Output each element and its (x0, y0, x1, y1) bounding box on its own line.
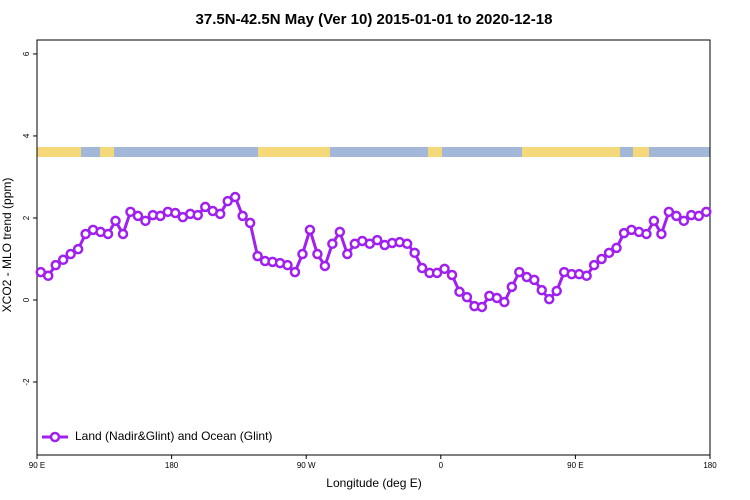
point (229, 191, 241, 203)
point (446, 269, 458, 281)
point (342, 248, 353, 260)
point (514, 266, 525, 278)
point (57, 254, 69, 266)
point (701, 206, 712, 218)
point (117, 228, 129, 240)
point (319, 260, 331, 272)
point (439, 263, 450, 275)
point (663, 206, 675, 218)
chart-title: 37.5N-42.5N May (Ver 10) 2015-01-01 to 2… (196, 11, 553, 28)
x-tick-label: 90 E (567, 461, 583, 470)
point (42, 270, 54, 282)
land (633, 147, 649, 157)
x-tick-label: 90 E (29, 461, 45, 470)
point (431, 267, 443, 279)
point (192, 209, 204, 221)
y-tick-label: 2 (22, 215, 31, 220)
x-axis-label: Longitude (deg E) (326, 476, 421, 490)
point (244, 217, 256, 229)
point (327, 238, 338, 250)
point (409, 247, 420, 259)
point (155, 210, 166, 222)
point (476, 301, 488, 313)
point (214, 208, 226, 220)
point (543, 293, 555, 305)
point (50, 259, 61, 271)
point (551, 285, 562, 297)
land (428, 147, 442, 157)
point (529, 274, 540, 286)
point (72, 243, 84, 255)
point (454, 286, 465, 298)
point (125, 206, 136, 218)
y-tick-label: 4 (22, 133, 31, 138)
point (596, 253, 607, 265)
land (37, 147, 81, 157)
y-axis-label: XCO2 - MLO trend (ppm) (0, 178, 14, 313)
point (536, 284, 547, 296)
point (222, 195, 233, 207)
land (258, 147, 330, 157)
point (334, 226, 346, 238)
point (132, 210, 144, 222)
point (200, 201, 211, 213)
point (110, 215, 121, 227)
land-ocean-strip (37, 147, 710, 157)
point (401, 238, 413, 250)
point (282, 259, 293, 271)
point (491, 292, 503, 304)
y-tick-label: -2 (22, 378, 31, 386)
point (371, 234, 383, 246)
point (304, 224, 316, 236)
point (671, 210, 682, 222)
point (648, 215, 660, 227)
point (237, 210, 248, 222)
point (641, 228, 652, 240)
point (499, 296, 510, 308)
point (65, 248, 76, 260)
point (170, 207, 181, 219)
x-tick-label: 0 (439, 461, 444, 470)
point (611, 242, 622, 254)
point (603, 247, 615, 259)
point (252, 250, 263, 262)
point (461, 291, 473, 303)
land (100, 147, 114, 157)
x-tick-label: 90 W (297, 461, 316, 470)
plot-frame (36, 39, 711, 456)
point (588, 259, 600, 271)
point (416, 262, 428, 274)
x-tick-label: 180 (165, 461, 179, 470)
point (102, 228, 114, 240)
point (656, 228, 667, 240)
legend-marker (49, 431, 61, 443)
point (693, 210, 705, 222)
x-tick-label: 180 (703, 461, 717, 470)
point (506, 281, 518, 293)
point (312, 248, 323, 260)
point (80, 228, 91, 240)
point (297, 248, 308, 260)
y-tick-label: 0 (22, 297, 31, 302)
legend-label: Land (Nadir&Glint) and Ocean (Glint) (75, 429, 272, 443)
y-tick-label: 6 (22, 51, 31, 56)
point (678, 215, 690, 227)
point (289, 266, 301, 278)
ocean (37, 147, 710, 157)
point (140, 215, 151, 227)
land (522, 147, 620, 157)
point (581, 270, 592, 282)
